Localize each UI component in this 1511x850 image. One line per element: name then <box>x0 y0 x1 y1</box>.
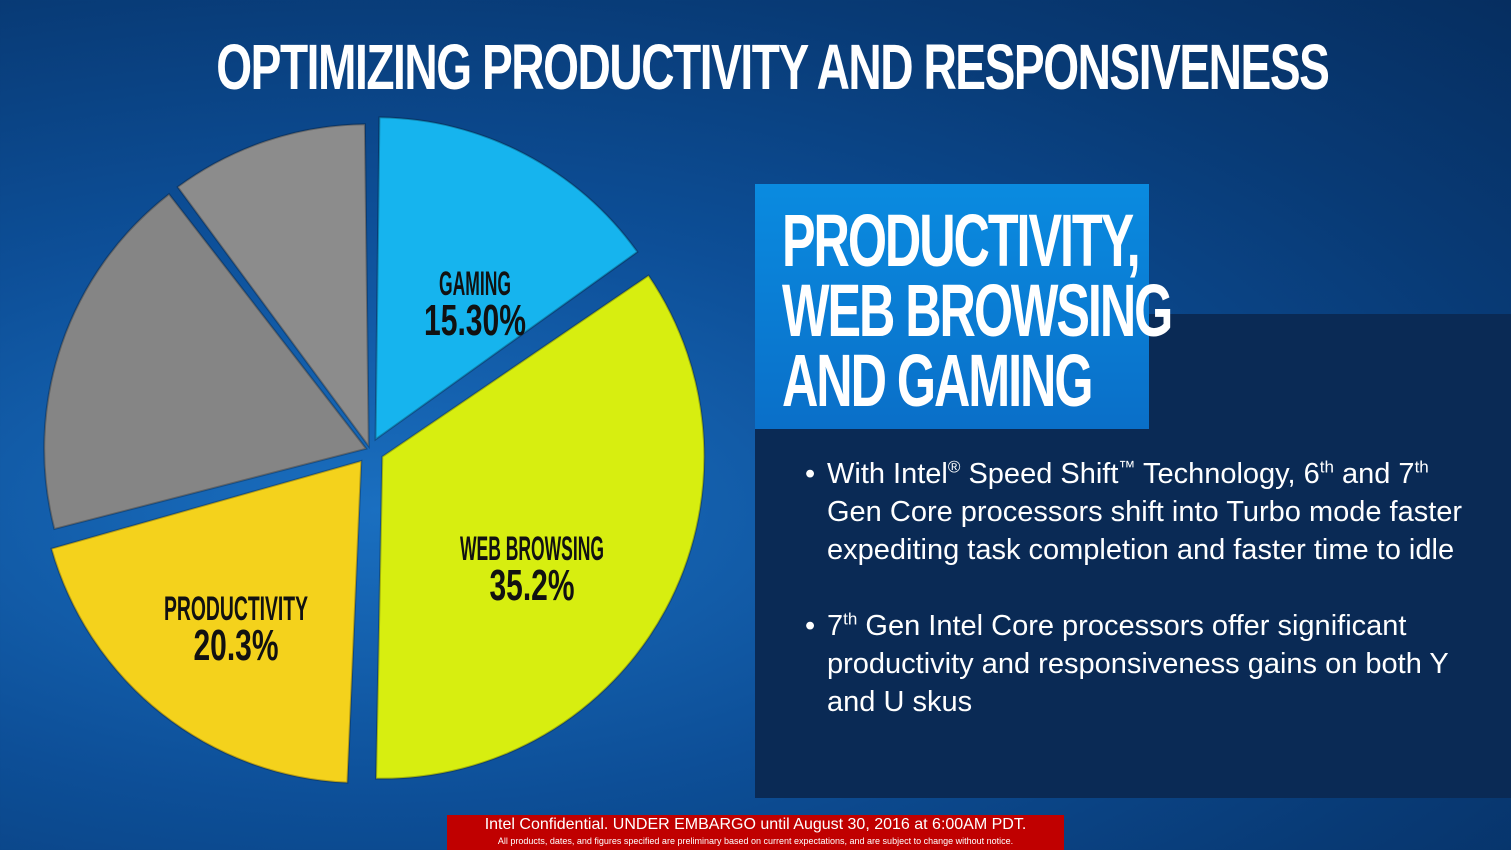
bullet-item: With Intel® Speed Shift™ Technology, 6th… <box>805 455 1485 569</box>
heading-text: PRODUCTIVITY, WEB BROWSING AND GAMING <box>782 199 1173 422</box>
heading-line: PRODUCTIVITY, <box>782 199 1141 282</box>
slice-value-label: 20.3% <box>194 621 279 670</box>
heading-line: WEB BROWSING <box>782 269 1173 352</box>
pie-slice-other <box>176 123 370 450</box>
slice-category-label: PRODUCTIVITY <box>164 590 308 628</box>
title-text: OPTIMIZING PRODUCTIVITY AND RESPONSIVENE… <box>216 31 1330 103</box>
heading-line: AND GAMING <box>782 339 1094 422</box>
confidential-footer: Intel Confidential. UNDER EMBARGO until … <box>447 815 1064 850</box>
page-title: OPTIMIZING PRODUCTIVITY AND RESPONSIVENE… <box>0 30 1511 104</box>
slice-value-label: 15.30% <box>424 296 526 345</box>
slice-category-label: GAMING <box>439 265 511 303</box>
footer-line2: All products, dates, and figures specifi… <box>497 836 1014 846</box>
pie-slice-gaming <box>374 116 639 442</box>
slice-value-label: 35.2% <box>490 561 575 610</box>
pie-slice-web-browsing <box>375 274 706 780</box>
pie-slice-productivity <box>50 459 363 784</box>
pie-slice-other <box>43 192 368 531</box>
bullet-item: 7th Gen Intel Core processors offer sign… <box>805 607 1485 721</box>
bullet-list: With Intel® Speed Shift™ Technology, 6th… <box>805 455 1485 759</box>
heading-box: PRODUCTIVITY, WEB BROWSING AND GAMING <box>755 184 1173 429</box>
footer-line1: Intel Confidential. UNDER EMBARGO until … <box>484 816 1027 833</box>
slice-category-label: WEB BROWSING <box>460 530 604 568</box>
